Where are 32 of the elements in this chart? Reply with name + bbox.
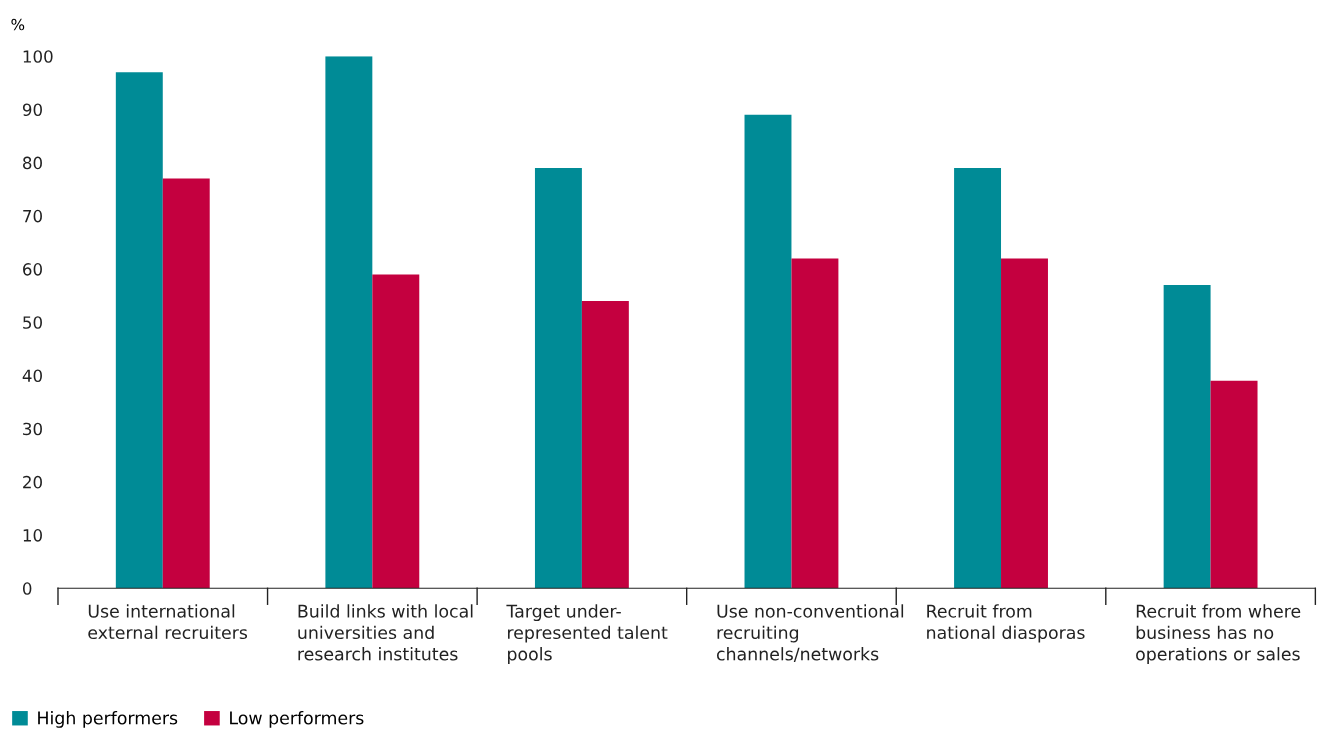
bar <box>1001 258 1048 589</box>
y-tick-label: 50 <box>23 316 42 329</box>
legend-label: Low performers <box>230 711 364 728</box>
y-tick-label: 90 <box>22 103 42 117</box>
y-tick-label: 70 <box>23 209 42 223</box>
y-axis-title: % <box>11 18 25 31</box>
y-tick-label: 40 <box>22 369 42 383</box>
y-tick-label: 60 <box>23 263 42 276</box>
bar <box>1163 285 1211 589</box>
legend-label: High performers <box>38 711 178 728</box>
bar <box>115 72 163 589</box>
x-tick-label: Build links with local universities and research institutes <box>298 604 473 661</box>
y-tick-label: 10 <box>23 529 42 542</box>
bar <box>581 300 629 589</box>
bar <box>372 274 420 589</box>
bar <box>1210 380 1258 589</box>
x-tick-label: Target under- represented talent pools <box>506 604 668 664</box>
y-tick-label: 100 <box>23 50 53 63</box>
bar <box>162 178 210 589</box>
bar <box>791 258 839 589</box>
bar <box>744 114 792 589</box>
x-tick-label: Recruit from where business has no operations or sales <box>1136 604 1301 664</box>
y-tick-label: 20 <box>23 475 42 489</box>
bar <box>534 167 582 589</box>
x-tick-label: Use non-conventional recruiting channels/networks <box>716 604 904 662</box>
y-tick-label: 80 <box>23 156 42 170</box>
x-tick-label: Use international external recruiters <box>88 604 248 640</box>
bar <box>954 167 1002 589</box>
x-tick-label: Recruit from national diasporas <box>927 604 1085 643</box>
y-tick-label: 30 <box>23 422 42 436</box>
y-tick-label: 0 <box>22 582 32 595</box>
bar <box>325 56 373 589</box>
